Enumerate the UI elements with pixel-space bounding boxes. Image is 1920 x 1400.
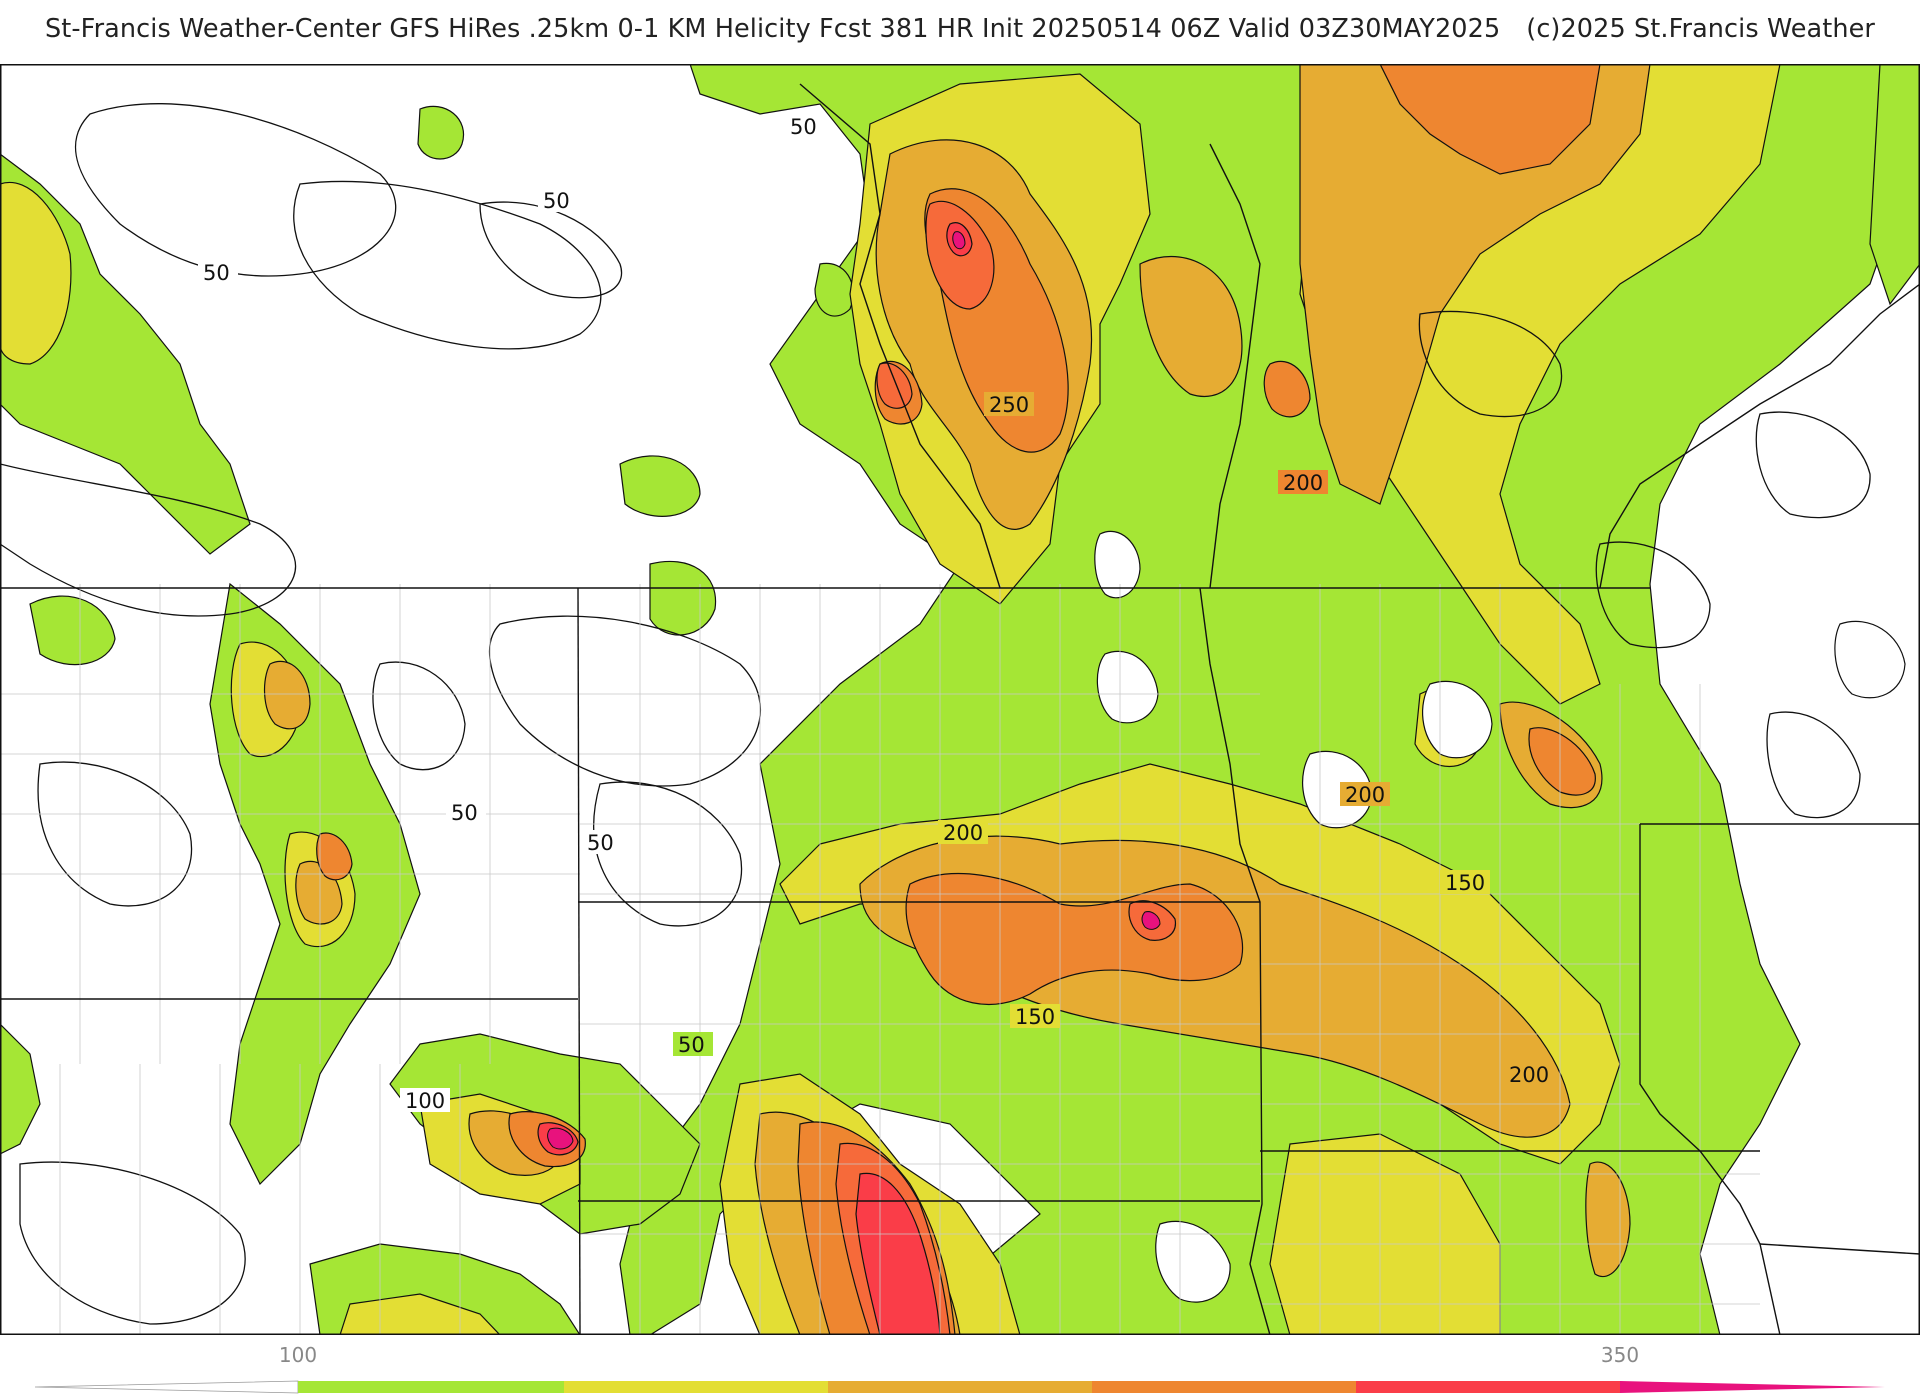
- region-small-blob-1: [417, 105, 465, 160]
- colorbar-band-150: [828, 1381, 1092, 1393]
- region-southwest-magenta: [547, 1127, 574, 1150]
- region-ne-orange-2: [1263, 360, 1311, 418]
- title-copyright: (c)2025 St.Francis Weather: [1526, 14, 1876, 44]
- contour-label: 50: [543, 189, 570, 213]
- contour-label: 250: [989, 393, 1029, 417]
- contour-label: 50: [790, 115, 817, 139]
- region-north-redorange-2: [876, 362, 913, 409]
- colorbar-magenta-triangle: [1620, 1381, 1885, 1393]
- contour-label: 200: [943, 821, 983, 845]
- region-west-orange-1: [316, 832, 353, 881]
- contour-label: 50: [203, 261, 230, 285]
- region-west-blob-5: [29, 595, 116, 666]
- region-north-magenta: [952, 231, 966, 250]
- region-east-orange: [1528, 727, 1596, 796]
- colorbar-tick-label: 100: [279, 1343, 317, 1367]
- region-left-edge-green: [0, 1023, 41, 1155]
- contour-label: 100: [405, 1089, 445, 1113]
- contour-labels: 50 50 50 250 200 50 50 200 150 150 200 5…: [198, 114, 1554, 1113]
- state-boundaries: [0, 83, 1920, 1335]
- helicity-map: 50 50 50 250 200 50 50 200 150 150 200 5…: [0, 64, 1920, 1335]
- map-border: [0, 64, 1920, 1335]
- contour-label: 150: [1445, 871, 1485, 895]
- colorbar-tick-label: 350: [1601, 1343, 1639, 1367]
- colorbar-white-triangle: [34, 1380, 299, 1394]
- region-small-blob-3: [649, 560, 717, 636]
- helicity-level-350: [547, 231, 1161, 1150]
- contour-label: 200: [1345, 783, 1385, 807]
- region-ne2-lorange: [1299, 64, 1651, 505]
- region-ne-orange: [1379, 64, 1601, 175]
- helicity-fill-layers: [0, 64, 1920, 1335]
- region-small-blob-2: [619, 455, 701, 517]
- region-south-red: [855, 1172, 941, 1335]
- colorbar-band-200: [1092, 1381, 1356, 1393]
- county-lines: [0, 584, 1760, 1335]
- region-west-lorange-1: [263, 660, 311, 730]
- colorbar: 100 350: [34, 1343, 1885, 1394]
- region-east-edge-green: [1869, 64, 1920, 306]
- contour-label: 200: [1509, 1063, 1549, 1087]
- contour-label: 50: [678, 1033, 705, 1057]
- colorbar-band-50: [298, 1381, 564, 1393]
- region-small-blob-4: [814, 262, 854, 317]
- region-central-magenta: [1141, 911, 1161, 930]
- map-title: St-Francis Weather-Center GFS HiRes .25k…: [0, 14, 1920, 44]
- colorbar-band-100: [564, 1381, 828, 1393]
- contour-label: 50: [451, 801, 478, 825]
- colorbar-band-250: [1356, 1381, 1620, 1393]
- contour-label: 50: [587, 831, 614, 855]
- region-ne-lorange: [1139, 255, 1243, 398]
- title-main: St-Francis Weather-Center GFS HiRes .25k…: [44, 14, 1501, 44]
- region-west-yellow-1: [0, 181, 72, 365]
- region-southeast-lorange: [1585, 1161, 1631, 1278]
- contour-label: 200: [1283, 471, 1323, 495]
- contour-label: 150: [1015, 1005, 1055, 1029]
